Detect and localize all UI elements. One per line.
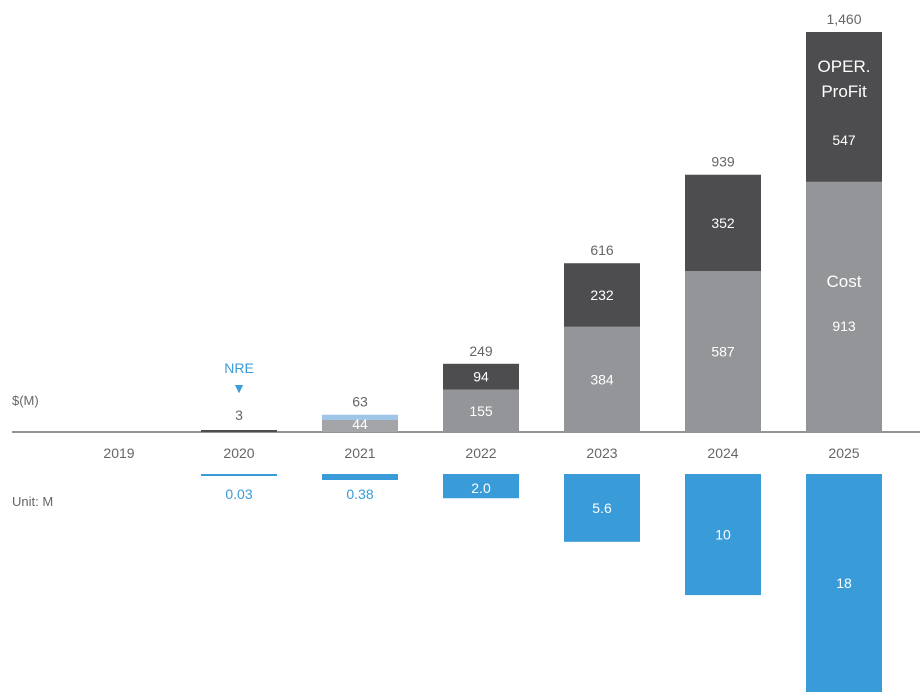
x-tick-label-2020: 2020 (223, 445, 254, 461)
unit-bar-2020 (201, 474, 277, 476)
nre-marker-icon: ▼ (232, 380, 246, 396)
cost-label-2023: 384 (590, 371, 614, 387)
bar-profit-2025 (806, 32, 882, 182)
total-label-2025: 1,460 (826, 11, 861, 27)
cost-label-2024: 587 (711, 344, 735, 360)
bar-cost-2022 (443, 389, 519, 432)
nre-annotation: NRE (224, 360, 254, 376)
unit-bar-2023 (564, 474, 640, 542)
unit-bar-2024 (685, 474, 761, 596)
unit-label-2021: 0.38 (346, 486, 373, 502)
cost-label-2022: 155 (469, 403, 493, 419)
cost-label-2021: 44 (352, 416, 368, 432)
series-label-profit-line2: ProFit (821, 82, 867, 101)
bar-cost-2024 (685, 271, 761, 432)
total-label-2022: 249 (469, 343, 493, 359)
unit-bar-2021 (322, 474, 398, 480)
bar-profit-2021 (322, 414, 398, 420)
unit-label-2020: 0.03 (225, 486, 252, 502)
total-label-2024: 939 (711, 154, 735, 170)
y-axis-label: $(M) (12, 393, 39, 408)
cost-label-2025: 913 (832, 318, 856, 334)
bar-profit-2024 (685, 174, 761, 272)
units-label: Unit: M (12, 494, 53, 509)
bar-cost-2023 (564, 326, 640, 432)
unit-label-2025: 18 (836, 575, 852, 591)
unit-label-2024: 10 (715, 527, 731, 543)
chart-marks: 2019 3 2020 0.03 44 63 2021 0.38 155 94 249 2022 2.0… (103, 11, 882, 692)
profit-label-2023: 232 (590, 287, 614, 303)
unit-bar-2025 (806, 474, 882, 692)
bar-cost-2025 (806, 181, 882, 432)
x-tick-label-2022: 2022 (465, 445, 496, 461)
bar-profit-2022 (443, 363, 519, 390)
total-label-2021: 63 (352, 394, 368, 410)
bar-profit-2023 (564, 263, 640, 327)
series-label-cost: Cost (827, 272, 862, 291)
profit-label-2022: 94 (473, 369, 489, 385)
bar-cost-2020 (201, 430, 277, 432)
series-label-profit-line1: OPER. (818, 57, 871, 76)
x-tick-label-2025: 2025 (828, 445, 859, 461)
x-tick-label-2024: 2024 (707, 445, 738, 461)
x-tick-label-2023: 2023 (586, 445, 617, 461)
unit-bar-2022 (443, 474, 519, 499)
unit-label-2022: 2.0 (471, 480, 491, 496)
cost-label-2020: 3 (235, 407, 243, 423)
profit-label-2024: 352 (711, 215, 735, 231)
unit-label-2023: 5.6 (592, 500, 612, 516)
total-label-2023: 616 (590, 242, 614, 258)
bar-cost-2021 (322, 419, 398, 432)
profit-label-2025: 547 (832, 132, 856, 148)
x-tick-label-2021: 2021 (344, 445, 375, 461)
x-tick-label-2019: 2019 (103, 445, 134, 461)
